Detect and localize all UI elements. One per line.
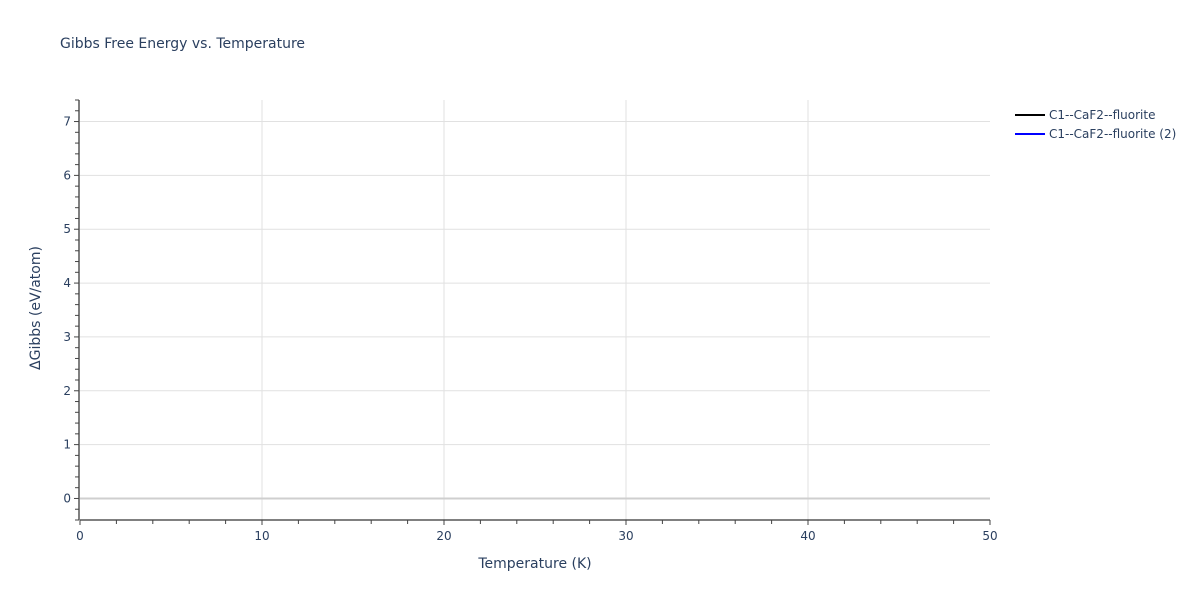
y-tick-label: 6 xyxy=(63,168,71,182)
x-tick-label: 20 xyxy=(436,529,451,543)
x-tick-label: 0 xyxy=(76,529,84,543)
y-axis-label: ΔGibbs (eV/atom) xyxy=(28,246,44,370)
x-tick-label: 30 xyxy=(618,529,633,543)
y-tick-label: 1 xyxy=(63,438,71,452)
x-tick-label: 50 xyxy=(982,529,997,543)
y-tick-label: 2 xyxy=(63,384,71,398)
y-tick-label: 0 xyxy=(63,491,71,505)
x-axis-label: Temperature (K) xyxy=(477,556,591,572)
x-tick-label: 40 xyxy=(800,529,815,543)
y-tick-label: 5 xyxy=(63,222,71,236)
chart-title: Gibbs Free Energy vs. Temperature xyxy=(60,36,306,52)
y-tick-label: 4 xyxy=(63,276,71,290)
x-tick-label: 10 xyxy=(254,529,269,543)
y-tick-label: 3 xyxy=(63,330,71,344)
legend-entry: C1--CaF2--fluorite xyxy=(1049,108,1155,122)
legend-entry: C1--CaF2--fluorite (2) xyxy=(1049,127,1176,141)
y-tick-label: 7 xyxy=(63,115,71,129)
